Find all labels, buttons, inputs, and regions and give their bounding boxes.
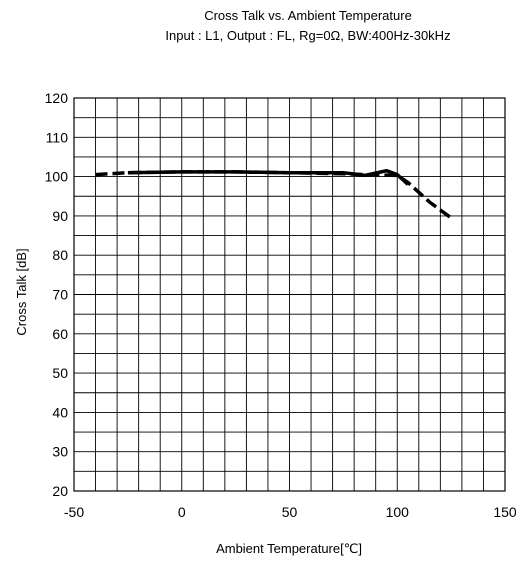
series-layer — [96, 171, 452, 218]
x-tick-label: -50 — [64, 504, 84, 520]
y-tick-label: 80 — [52, 247, 68, 263]
y-tick-labels: 20 30 40 50 60 70 80 90 100 110 120 — [45, 90, 69, 499]
y-tick-label: 120 — [45, 90, 69, 106]
y-tick-label: 50 — [52, 365, 68, 381]
y-tick-label: 70 — [52, 287, 68, 303]
y-tick-label: 110 — [46, 129, 69, 145]
x-axis-label: Ambient Temperature[℃] — [216, 541, 362, 556]
x-tick-label: 0 — [178, 504, 186, 520]
x-tick-label: 100 — [386, 504, 410, 520]
y-tick-label: 60 — [52, 326, 68, 342]
y-tick-label: 100 — [45, 169, 69, 185]
series-line-dashed — [96, 172, 452, 218]
x-tick-label: 150 — [493, 504, 516, 520]
y-tick-label: 40 — [52, 404, 68, 420]
grid-lines — [74, 98, 505, 491]
chart-title: Cross Talk vs. Ambient Temperature — [204, 8, 412, 23]
y-tick-label: 30 — [52, 444, 68, 460]
y-tick-label: 90 — [52, 208, 68, 224]
x-tick-label: 50 — [282, 504, 298, 520]
y-axis-label: Cross Talk [dB] — [14, 248, 29, 335]
y-tick-label: 20 — [52, 483, 68, 499]
chart-subtitle: Input : L1, Output : FL, Rg=0Ω, BW:400Hz… — [165, 28, 450, 43]
x-tick-labels: -50 0 50 100 150 — [64, 504, 516, 520]
